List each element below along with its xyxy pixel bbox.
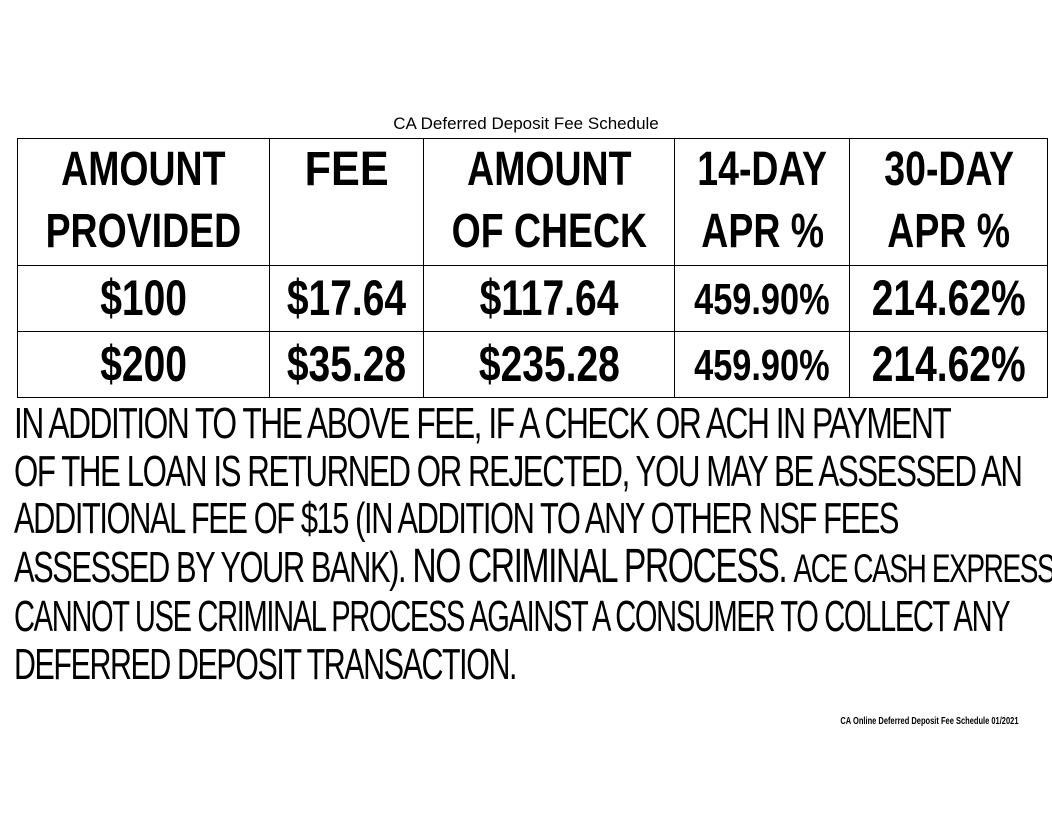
disclosure-line: IN ADDITION TO THE ABOVE FEE, IF A CHECK…	[14, 399, 952, 448]
cell-30-day-apr: 214.62%	[849, 265, 1049, 332]
document-title: CA Deferred Deposit Fee Schedule	[393, 114, 659, 133]
header-fee: FEE	[268, 138, 424, 266]
cell-14-day-apr: 459.90%	[674, 265, 851, 332]
header-amount-provided: AMOUNT PROVIDED	[17, 138, 270, 266]
table-row: $100 $17.64 $117.64 459.90% 214.62%	[17, 265, 1049, 332]
table-row: $200 $35.28 $235.28 459.90% 214.62%	[17, 331, 1049, 398]
cell-amount-of-check: $235.28	[422, 331, 676, 398]
disclosure-line: ASSESSED BY YOUR BANK). NO CRIMINAL PROC…	[14, 539, 1052, 593]
table-header-row: AMOUNT PROVIDED FEE AMOUNT OF CHECK 14-DAY…	[17, 138, 1049, 266]
disclosure-line: DEFERRED DEPOSIT TRANSACTION.	[14, 639, 517, 689]
disclosure-line: OF THE LOAN IS RETURNED OR REJECTED, YOU…	[14, 446, 1023, 496]
cell-30-day-apr: 214.62%	[849, 331, 1049, 398]
footer-note: CA Online Deferred Deposit Fee Schedule …	[839, 716, 1018, 727]
cell-amount-of-check: $117.64	[422, 265, 676, 332]
header-amount-of-check: AMOUNT OF CHECK	[422, 138, 676, 266]
disclosure-line: CANNOT USE CRIMINAL PROCESS AGAINST A CO…	[14, 592, 1011, 641]
cell-amount-provided: $100	[17, 265, 270, 332]
cell-14-day-apr: 459.90%	[674, 331, 851, 398]
fee-schedule-table: AMOUNT PROVIDED FEE AMOUNT OF CHECK 14-DAY…	[17, 138, 1049, 398]
disclosure-text: IN ADDITION TO THE ABOVE FEE, IF A CHECK…	[14, 400, 1052, 688]
disclosure-line: ADDITIONAL FEE OF $15 (IN ADDITION TO AN…	[14, 494, 899, 543]
header-30-day-apr: 30-DAY APR %	[849, 138, 1049, 266]
header-14-day-apr: 14-DAY APR %	[674, 138, 851, 266]
no-criminal-process-emphasis: NO CRIMINAL PROCESS.	[412, 539, 787, 593]
cell-fee: $17.64	[268, 265, 424, 332]
cell-fee: $35.28	[268, 331, 424, 398]
cell-amount-provided: $200	[17, 331, 270, 398]
